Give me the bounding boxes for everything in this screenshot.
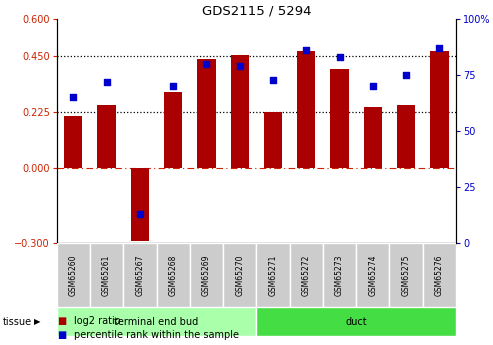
Bar bbox=[90, 243, 123, 307]
Bar bbox=[264, 112, 282, 168]
Bar bbox=[164, 92, 182, 168]
Point bbox=[236, 63, 244, 69]
Text: percentile rank within the sample: percentile rank within the sample bbox=[74, 330, 239, 340]
Point bbox=[203, 61, 211, 67]
Bar bbox=[430, 51, 449, 168]
Text: GSM65274: GSM65274 bbox=[368, 254, 377, 296]
Point bbox=[336, 55, 344, 60]
Bar bbox=[290, 243, 323, 307]
Bar bbox=[330, 69, 349, 168]
Bar bbox=[131, 168, 149, 241]
Bar bbox=[197, 59, 215, 168]
Bar bbox=[123, 243, 157, 307]
Text: GSM65275: GSM65275 bbox=[402, 254, 411, 296]
Bar bbox=[57, 307, 256, 336]
Bar bbox=[323, 243, 356, 307]
Point bbox=[136, 211, 144, 217]
Text: GSM65268: GSM65268 bbox=[169, 255, 177, 296]
Title: GDS2115 / 5294: GDS2115 / 5294 bbox=[202, 5, 311, 18]
Text: GSM65261: GSM65261 bbox=[102, 255, 111, 296]
Bar bbox=[297, 51, 316, 168]
Point bbox=[402, 72, 410, 78]
Text: GSM65276: GSM65276 bbox=[435, 254, 444, 296]
Text: duct: duct bbox=[346, 317, 367, 327]
Point bbox=[269, 77, 277, 82]
Bar bbox=[423, 243, 456, 307]
Text: ■: ■ bbox=[57, 330, 66, 340]
Text: log2 ratio: log2 ratio bbox=[74, 316, 121, 326]
Text: GSM65271: GSM65271 bbox=[269, 255, 278, 296]
Bar bbox=[231, 55, 249, 168]
Bar bbox=[256, 243, 290, 307]
Text: GSM65270: GSM65270 bbox=[235, 254, 244, 296]
Bar bbox=[223, 243, 256, 307]
Text: GSM65273: GSM65273 bbox=[335, 254, 344, 296]
Bar bbox=[64, 116, 82, 168]
Bar bbox=[190, 243, 223, 307]
Bar bbox=[256, 307, 456, 336]
Bar bbox=[397, 105, 415, 168]
Text: GSM65269: GSM65269 bbox=[202, 254, 211, 296]
Bar bbox=[356, 243, 389, 307]
Text: ▶: ▶ bbox=[34, 317, 40, 326]
Bar bbox=[98, 105, 116, 168]
Point bbox=[369, 83, 377, 89]
Text: GSM65272: GSM65272 bbox=[302, 255, 311, 296]
Text: terminal end bud: terminal end bud bbox=[114, 317, 199, 327]
Point bbox=[70, 95, 77, 100]
Text: GSM65267: GSM65267 bbox=[136, 254, 144, 296]
Bar bbox=[157, 243, 190, 307]
Bar bbox=[57, 243, 90, 307]
Text: tissue: tissue bbox=[2, 317, 32, 327]
Text: ■: ■ bbox=[57, 316, 66, 326]
Point bbox=[302, 48, 310, 53]
Point bbox=[435, 46, 443, 51]
Text: GSM65260: GSM65260 bbox=[69, 254, 78, 296]
Bar bbox=[389, 243, 423, 307]
Point bbox=[169, 83, 177, 89]
Point bbox=[103, 79, 110, 85]
Bar bbox=[364, 107, 382, 168]
